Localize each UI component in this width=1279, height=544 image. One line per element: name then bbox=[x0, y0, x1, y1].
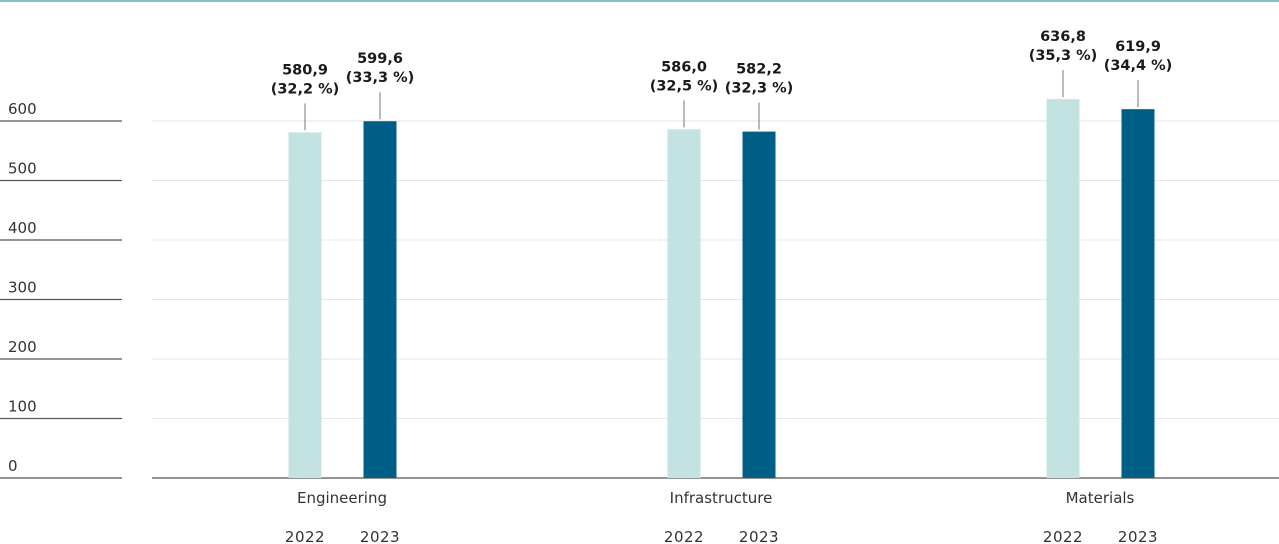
x-year-label: 2023 bbox=[360, 528, 400, 544]
y-tick-label: 300 bbox=[8, 279, 37, 297]
bar[interactable] bbox=[363, 121, 397, 478]
data-label-share: (34,4 %) bbox=[1104, 58, 1173, 74]
y-tick-label: 100 bbox=[8, 398, 37, 416]
x-year-label: 2022 bbox=[285, 528, 325, 544]
y-tick-label: 0 bbox=[8, 457, 18, 475]
data-label-share: (33,3 %) bbox=[346, 70, 415, 86]
x-year-label: 2023 bbox=[1118, 528, 1158, 544]
data-label-share: (32,5 %) bbox=[650, 78, 719, 94]
x-category-label: Materials bbox=[1066, 489, 1135, 507]
x-year-label: 2023 bbox=[739, 528, 779, 544]
bar[interactable] bbox=[742, 131, 776, 478]
data-label-share: (32,3 %) bbox=[725, 81, 794, 97]
x-category-label: Engineering bbox=[297, 489, 387, 507]
data-label-share: (35,3 %) bbox=[1029, 48, 1098, 64]
bar[interactable] bbox=[1121, 109, 1155, 479]
y-tick-label: 200 bbox=[8, 338, 37, 356]
y-tick-label: 500 bbox=[8, 160, 37, 178]
data-label-value: 582,2 bbox=[736, 62, 782, 78]
data-label-value: 636,8 bbox=[1040, 29, 1086, 45]
data-label-value: 619,9 bbox=[1115, 39, 1161, 55]
x-category-label: Infrastructure bbox=[670, 489, 773, 507]
data-label-value: 586,0 bbox=[661, 59, 707, 75]
y-tick-label: 400 bbox=[8, 219, 37, 237]
y-tick-label: 600 bbox=[8, 100, 37, 118]
data-label-share: (32,2 %) bbox=[271, 81, 340, 97]
x-year-label: 2022 bbox=[1043, 528, 1083, 544]
bar[interactable] bbox=[1046, 99, 1080, 478]
data-label-value: 599,6 bbox=[357, 51, 403, 67]
x-year-label: 2022 bbox=[664, 528, 704, 544]
bar[interactable] bbox=[288, 132, 322, 478]
bar[interactable] bbox=[667, 129, 701, 478]
data-label-value: 580,9 bbox=[282, 62, 328, 78]
